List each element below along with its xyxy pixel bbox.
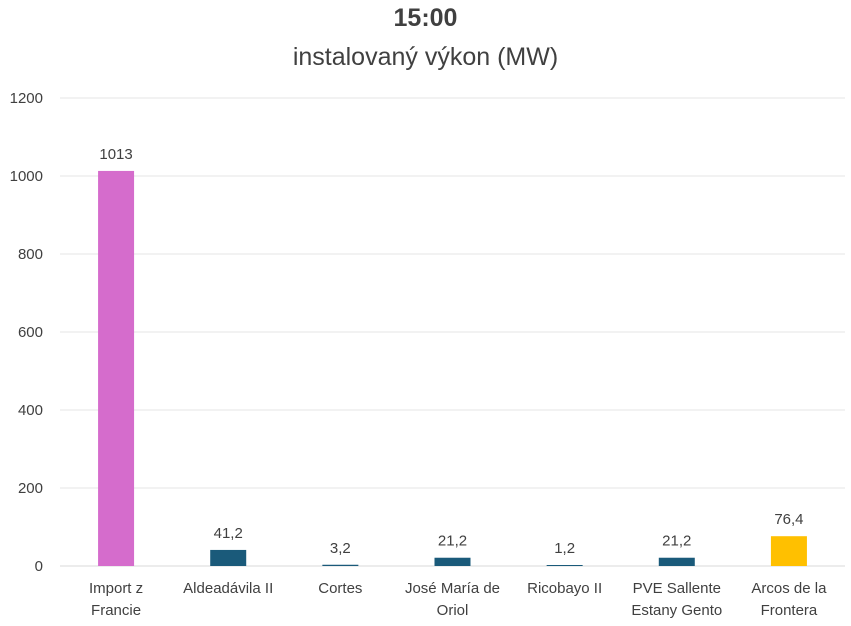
bar xyxy=(322,564,359,566)
chart-title: 15:00 xyxy=(393,4,458,32)
x-tick-label: Import z xyxy=(89,580,143,597)
y-tick-label: 400 xyxy=(18,402,43,419)
x-tick-label: Estany Gento xyxy=(631,602,722,619)
data-label: 21,2 xyxy=(662,533,691,550)
bar xyxy=(434,557,471,566)
bar xyxy=(658,557,695,566)
x-tick-label: Francie xyxy=(91,602,141,619)
x-tick-label: Arcos de la xyxy=(751,580,827,597)
bar xyxy=(210,549,247,566)
y-tick-label: 600 xyxy=(18,324,43,341)
x-tick-label: Frontera xyxy=(761,602,818,619)
data-label: 41,2 xyxy=(214,525,243,542)
x-tick-label: Ricobayo II xyxy=(527,580,602,597)
bar xyxy=(98,170,135,566)
bar xyxy=(770,536,807,566)
y-tick-label: 800 xyxy=(18,246,43,263)
chart-subtitle: instalovaný výkon (MW) xyxy=(292,43,559,71)
data-label: 76,4 xyxy=(774,511,803,528)
y-tick-label: 1000 xyxy=(10,168,43,185)
y-tick-label: 0 xyxy=(35,558,43,575)
bar xyxy=(546,565,583,566)
x-tick-label: PVE Sallente xyxy=(633,580,721,597)
data-label: 1,2 xyxy=(554,540,575,557)
y-tick-label: 1200 xyxy=(10,90,43,107)
x-tick-label: José María de xyxy=(405,580,500,597)
y-tick-label: 200 xyxy=(18,480,43,497)
x-tick-label: Aldeadávila II xyxy=(183,580,273,597)
x-tick-label: Cortes xyxy=(318,580,362,597)
data-label: 21,2 xyxy=(438,533,467,550)
x-tick-label: Oriol xyxy=(437,602,469,619)
data-label: 3,2 xyxy=(330,540,351,557)
data-label: 1013 xyxy=(99,146,132,163)
